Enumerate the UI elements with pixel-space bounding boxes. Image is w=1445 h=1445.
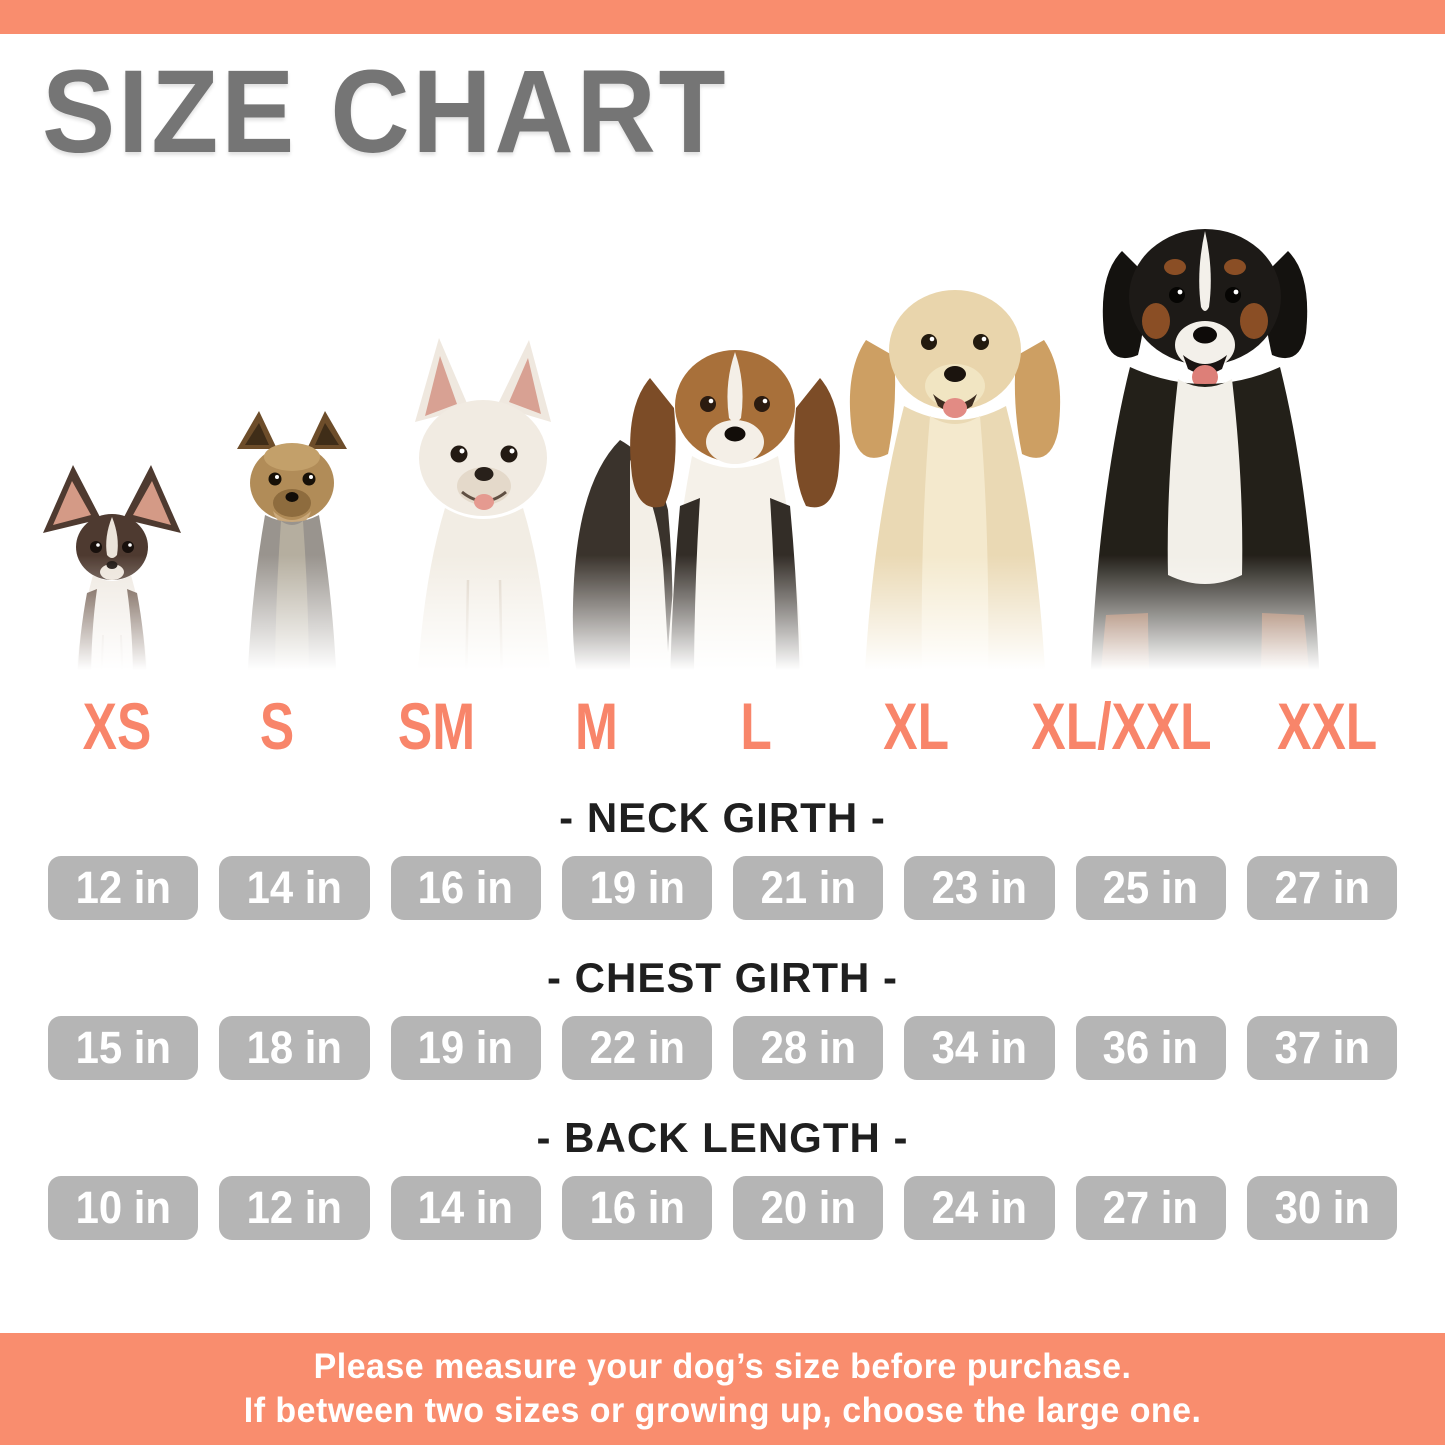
neck-girth-cell: 21 in <box>733 856 884 920</box>
footer-note: Please measure your dog’s size before pu… <box>0 1333 1445 1445</box>
back-length-cell: 14 in <box>390 1176 541 1240</box>
size-label-m: M <box>575 689 618 763</box>
back-length-cell: 16 in <box>561 1176 712 1240</box>
back-length-cell: 20 in <box>733 1176 884 1240</box>
photo-fade-overlay <box>0 555 1445 695</box>
back-length-row: 10 in 12 in 14 in 16 in 20 in 24 in 27 i… <box>48 1176 1397 1240</box>
chest-girth-cell: 15 in <box>48 1016 199 1080</box>
chest-girth-row: 15 in 18 in 19 in 22 in 28 in 34 in 36 i… <box>48 1016 1397 1080</box>
size-label-xl-xxl: XL/XXL <box>1031 689 1212 763</box>
chest-girth-cell: 19 in <box>390 1016 541 1080</box>
section-heading-neck-girth: - NECK GIRTH - <box>559 794 886 841</box>
size-label-xl: XL <box>882 689 949 763</box>
chest-girth-cell: 22 in <box>561 1016 712 1080</box>
footer-note-line-2: If between two sizes or growing up, choo… <box>243 1391 1202 1430</box>
size-label-sm: SM <box>398 689 476 763</box>
neck-girth-cell: 16 in <box>390 856 541 920</box>
footer-note-line-1: Please measure your dog’s size before pu… <box>313 1347 1132 1386</box>
section-heading-chest-girth: - CHEST GIRTH - <box>547 954 898 1001</box>
size-label-row: XS S SM M L XL XL/XXL XXL <box>48 688 1397 764</box>
chest-girth-cell: 37 in <box>1246 1016 1397 1080</box>
page-title: SIZE CHART <box>42 46 729 178</box>
chest-girth-cell: 18 in <box>219 1016 370 1080</box>
size-label-s: S <box>259 689 295 763</box>
size-label-xxl: XXL <box>1277 689 1378 763</box>
dog-photo-row <box>0 0 1445 700</box>
back-length-cell: 30 in <box>1246 1176 1397 1240</box>
section-heading-back-length: - BACK LENGTH - <box>536 1114 909 1161</box>
back-length-cell: 12 in <box>219 1176 370 1240</box>
neck-girth-cell: 12 in <box>48 856 199 920</box>
chest-girth-cell: 28 in <box>733 1016 884 1080</box>
neck-girth-cell: 14 in <box>219 856 370 920</box>
size-label-l: L <box>740 689 772 763</box>
neck-girth-cell: 23 in <box>904 856 1055 920</box>
neck-girth-cell: 27 in <box>1246 856 1397 920</box>
size-label-xs: XS <box>83 689 152 763</box>
back-length-cell: 24 in <box>904 1176 1055 1240</box>
chest-girth-cell: 36 in <box>1075 1016 1226 1080</box>
back-length-cell: 10 in <box>48 1176 199 1240</box>
back-length-cell: 27 in <box>1075 1176 1226 1240</box>
neck-girth-row: 12 in 14 in 16 in 19 in 21 in 23 in 25 i… <box>48 856 1397 920</box>
top-accent-band <box>0 0 1445 34</box>
chest-girth-cell: 34 in <box>904 1016 1055 1080</box>
neck-girth-cell: 25 in <box>1075 856 1226 920</box>
neck-girth-cell: 19 in <box>561 856 712 920</box>
